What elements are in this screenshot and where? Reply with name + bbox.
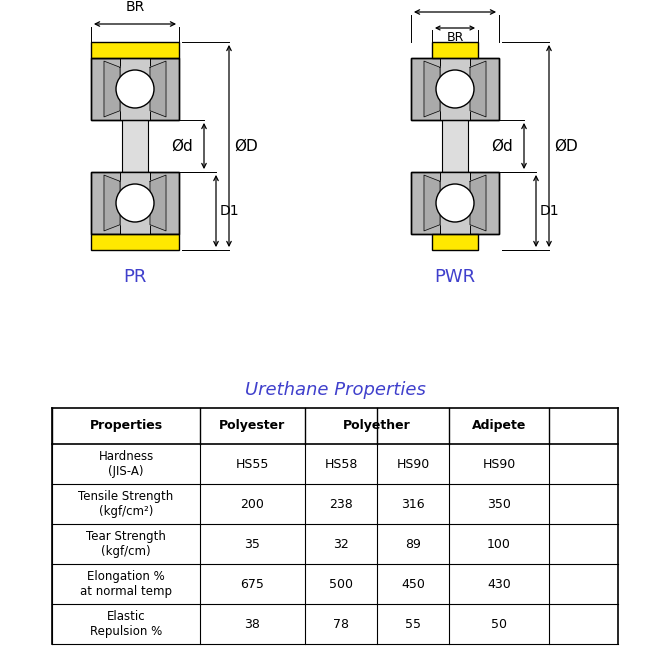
Bar — [440, 172, 470, 234]
Polygon shape — [150, 61, 166, 117]
Text: 238: 238 — [329, 498, 353, 511]
Bar — [91, 172, 179, 234]
Polygon shape — [104, 175, 120, 231]
Text: 89: 89 — [405, 537, 421, 551]
Text: Elastic
Repulsion %: Elastic Repulsion % — [90, 610, 162, 638]
Bar — [120, 172, 150, 234]
Bar — [411, 58, 499, 120]
Polygon shape — [470, 175, 486, 231]
Text: Polyester: Polyester — [219, 419, 285, 433]
Text: Hardness
(JIS-A): Hardness (JIS-A) — [98, 450, 153, 478]
Bar — [442, 120, 468, 172]
Text: Adipete: Adipete — [472, 419, 526, 433]
Bar — [91, 58, 179, 120]
Text: BR: BR — [125, 0, 145, 14]
Text: ØD: ØD — [234, 139, 258, 153]
Text: B: B — [450, 0, 460, 2]
Bar — [411, 58, 499, 120]
Bar — [91, 58, 179, 120]
Text: 50: 50 — [491, 618, 507, 630]
Bar — [91, 42, 179, 58]
Bar — [432, 42, 478, 58]
Text: Ød: Ød — [491, 139, 513, 153]
Text: Properties: Properties — [89, 419, 163, 433]
Circle shape — [116, 184, 154, 222]
Text: Urethane Properties: Urethane Properties — [245, 381, 425, 399]
Text: D1: D1 — [220, 204, 240, 218]
Text: 200: 200 — [241, 498, 265, 511]
Bar — [91, 172, 179, 234]
Text: D1: D1 — [540, 204, 559, 218]
Text: HS90: HS90 — [397, 458, 429, 470]
Text: PR: PR — [123, 268, 147, 286]
Text: 35: 35 — [245, 537, 261, 551]
Text: 100: 100 — [487, 537, 511, 551]
Bar — [91, 234, 179, 250]
Text: PWR: PWR — [434, 268, 476, 286]
Bar — [122, 120, 148, 172]
Text: 675: 675 — [241, 578, 265, 590]
Bar — [440, 58, 470, 120]
Text: BR: BR — [446, 31, 464, 44]
Bar — [411, 172, 499, 234]
Text: Elongation %
at normal temp: Elongation % at normal temp — [80, 570, 172, 598]
Polygon shape — [104, 61, 120, 117]
Text: 55: 55 — [405, 618, 421, 630]
Text: Tear Strength
(kgf/cm): Tear Strength (kgf/cm) — [86, 530, 166, 558]
Text: Polyether: Polyether — [343, 419, 411, 433]
Bar — [120, 58, 150, 120]
Text: 316: 316 — [401, 498, 425, 511]
Polygon shape — [470, 61, 486, 117]
Text: HS55: HS55 — [236, 458, 269, 470]
Text: 350: 350 — [487, 498, 511, 511]
Text: 500: 500 — [329, 578, 353, 590]
Circle shape — [436, 184, 474, 222]
Text: 38: 38 — [245, 618, 261, 630]
Polygon shape — [150, 175, 166, 231]
Bar — [411, 172, 499, 234]
Text: 430: 430 — [487, 578, 511, 590]
Text: 450: 450 — [401, 578, 425, 590]
Polygon shape — [424, 61, 440, 117]
Bar — [432, 234, 478, 250]
Text: 78: 78 — [333, 618, 349, 630]
Text: HS58: HS58 — [324, 458, 358, 470]
Text: ØD: ØD — [554, 139, 578, 153]
Circle shape — [116, 70, 154, 108]
Text: 32: 32 — [333, 537, 349, 551]
Text: Tensile Strength
(kgf/cm²): Tensile Strength (kgf/cm²) — [78, 490, 174, 518]
Circle shape — [436, 70, 474, 108]
Polygon shape — [424, 175, 440, 231]
Text: Ød: Ød — [171, 139, 193, 153]
Text: HS90: HS90 — [482, 458, 516, 470]
